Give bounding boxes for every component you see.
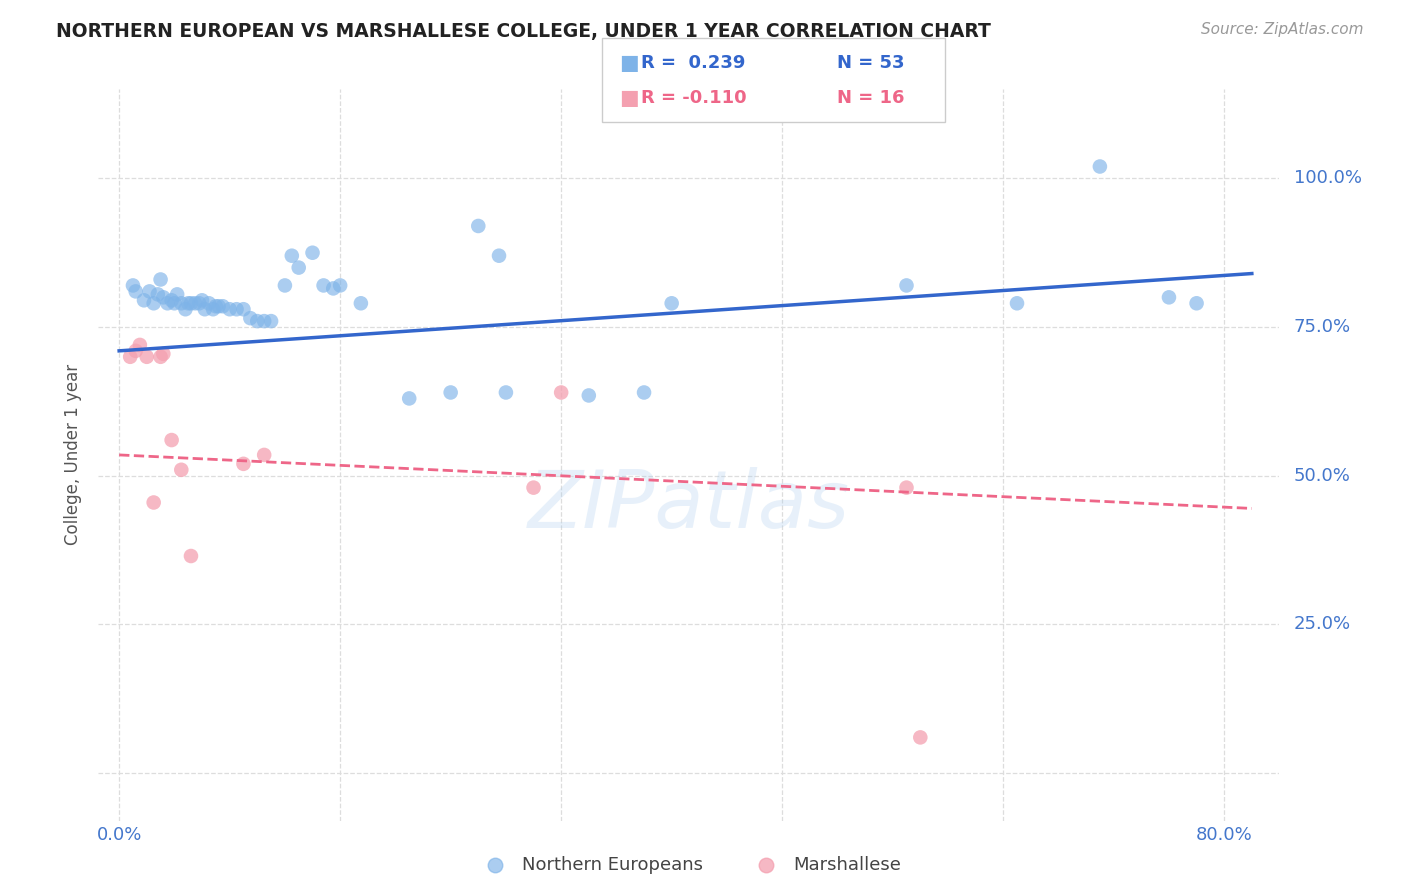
- Point: [350, 296, 373, 310]
- Y-axis label: College, Under 1 year: College, Under 1 year: [65, 364, 83, 546]
- Text: R = -0.110: R = -0.110: [641, 89, 747, 107]
- Point: [1185, 296, 1208, 310]
- Point: [661, 296, 683, 310]
- Point: [156, 296, 179, 310]
- Text: R =  0.239: R = 0.239: [641, 54, 745, 71]
- Point: [287, 260, 309, 275]
- Point: [191, 293, 214, 308]
- Point: [281, 249, 304, 263]
- Point: [177, 296, 200, 310]
- Point: [184, 296, 207, 310]
- Point: [128, 338, 150, 352]
- Point: [166, 287, 188, 301]
- Point: [160, 293, 183, 308]
- Point: [202, 302, 225, 317]
- Point: [253, 448, 276, 462]
- Point: [398, 392, 420, 406]
- Point: [467, 219, 489, 233]
- Point: [198, 296, 221, 310]
- Text: 25.0%: 25.0%: [1294, 615, 1351, 633]
- Point: [149, 350, 172, 364]
- Text: 100.0%: 100.0%: [1294, 169, 1361, 187]
- Point: [232, 457, 254, 471]
- Point: [122, 278, 145, 293]
- Point: [160, 433, 183, 447]
- Point: [152, 290, 174, 304]
- Point: [125, 343, 148, 358]
- Point: [274, 278, 297, 293]
- Point: [180, 296, 202, 310]
- Point: [550, 385, 572, 400]
- Point: [440, 385, 463, 400]
- Legend: Northern Europeans, Marshallese: Northern Europeans, Marshallese: [470, 848, 908, 881]
- Point: [1005, 296, 1028, 310]
- Point: [163, 296, 186, 310]
- Text: ■: ■: [619, 53, 638, 72]
- Point: [495, 385, 517, 400]
- Point: [910, 731, 932, 745]
- Point: [312, 278, 335, 293]
- Point: [132, 293, 155, 308]
- Point: [174, 302, 197, 317]
- Point: [146, 287, 169, 301]
- Point: [522, 481, 544, 495]
- Point: [180, 549, 202, 563]
- Point: [896, 481, 918, 495]
- Point: [253, 314, 276, 328]
- Point: [205, 299, 228, 313]
- Point: [578, 388, 600, 402]
- Point: [322, 281, 344, 295]
- Point: [120, 350, 142, 364]
- Text: NORTHERN EUROPEAN VS MARSHALLESE COLLEGE, UNDER 1 YEAR CORRELATION CHART: NORTHERN EUROPEAN VS MARSHALLESE COLLEGE…: [56, 22, 991, 41]
- Point: [218, 302, 240, 317]
- Point: [149, 272, 172, 286]
- Point: [125, 285, 148, 299]
- Point: [896, 278, 918, 293]
- Point: [488, 249, 510, 263]
- Point: [188, 296, 211, 310]
- Text: ■: ■: [619, 88, 638, 108]
- Point: [152, 347, 174, 361]
- Point: [246, 314, 269, 328]
- Point: [194, 302, 217, 317]
- Point: [211, 299, 233, 313]
- Text: 75.0%: 75.0%: [1294, 318, 1351, 336]
- Text: ZIPatlas: ZIPatlas: [527, 467, 851, 545]
- Point: [301, 245, 323, 260]
- Point: [1157, 290, 1180, 304]
- Point: [260, 314, 283, 328]
- Point: [135, 350, 157, 364]
- Point: [207, 299, 229, 313]
- Point: [142, 495, 165, 509]
- Point: [239, 311, 262, 326]
- Point: [232, 302, 254, 317]
- Point: [329, 278, 352, 293]
- Text: 50.0%: 50.0%: [1294, 467, 1351, 484]
- Point: [225, 302, 247, 317]
- Point: [138, 285, 160, 299]
- Text: N = 53: N = 53: [837, 54, 904, 71]
- Point: [1088, 160, 1111, 174]
- Text: Source: ZipAtlas.com: Source: ZipAtlas.com: [1201, 22, 1364, 37]
- Point: [170, 463, 193, 477]
- Text: N = 16: N = 16: [837, 89, 904, 107]
- Point: [170, 296, 193, 310]
- Point: [142, 296, 165, 310]
- Point: [633, 385, 655, 400]
